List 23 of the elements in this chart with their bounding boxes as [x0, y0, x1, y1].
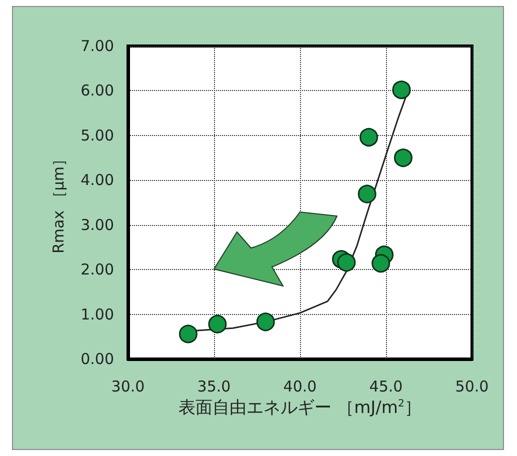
point: [372, 254, 390, 273]
y-tick-label: 6.00: [80, 82, 114, 100]
point: [360, 128, 378, 146]
point: [256, 312, 275, 332]
x-tick-label: 35.0: [197, 378, 231, 396]
point: [394, 148, 412, 168]
x-tick-label: 30.0: [111, 378, 145, 396]
y-tick-label: 5.00: [80, 126, 114, 144]
x-tick-label: 45.0: [369, 378, 403, 396]
y-tick-label: 3.00: [80, 216, 114, 234]
x-tick-label: 40.0: [283, 378, 317, 396]
y-axis-title: Rmax ［μm］: [50, 151, 68, 254]
y-tick-label: 2.00: [80, 260, 114, 279]
point: [337, 253, 356, 272]
y-tick-label: 7.00: [80, 37, 114, 55]
point: [178, 324, 198, 344]
point: [392, 80, 411, 100]
point: [358, 184, 376, 204]
y-tick-label: 0.00: [80, 350, 114, 368]
y-tick-label: 4.00: [80, 171, 114, 190]
x-tick-label: 50.0: [455, 378, 489, 396]
point: [208, 314, 227, 334]
y-tick-label: 1.00: [80, 305, 114, 324]
